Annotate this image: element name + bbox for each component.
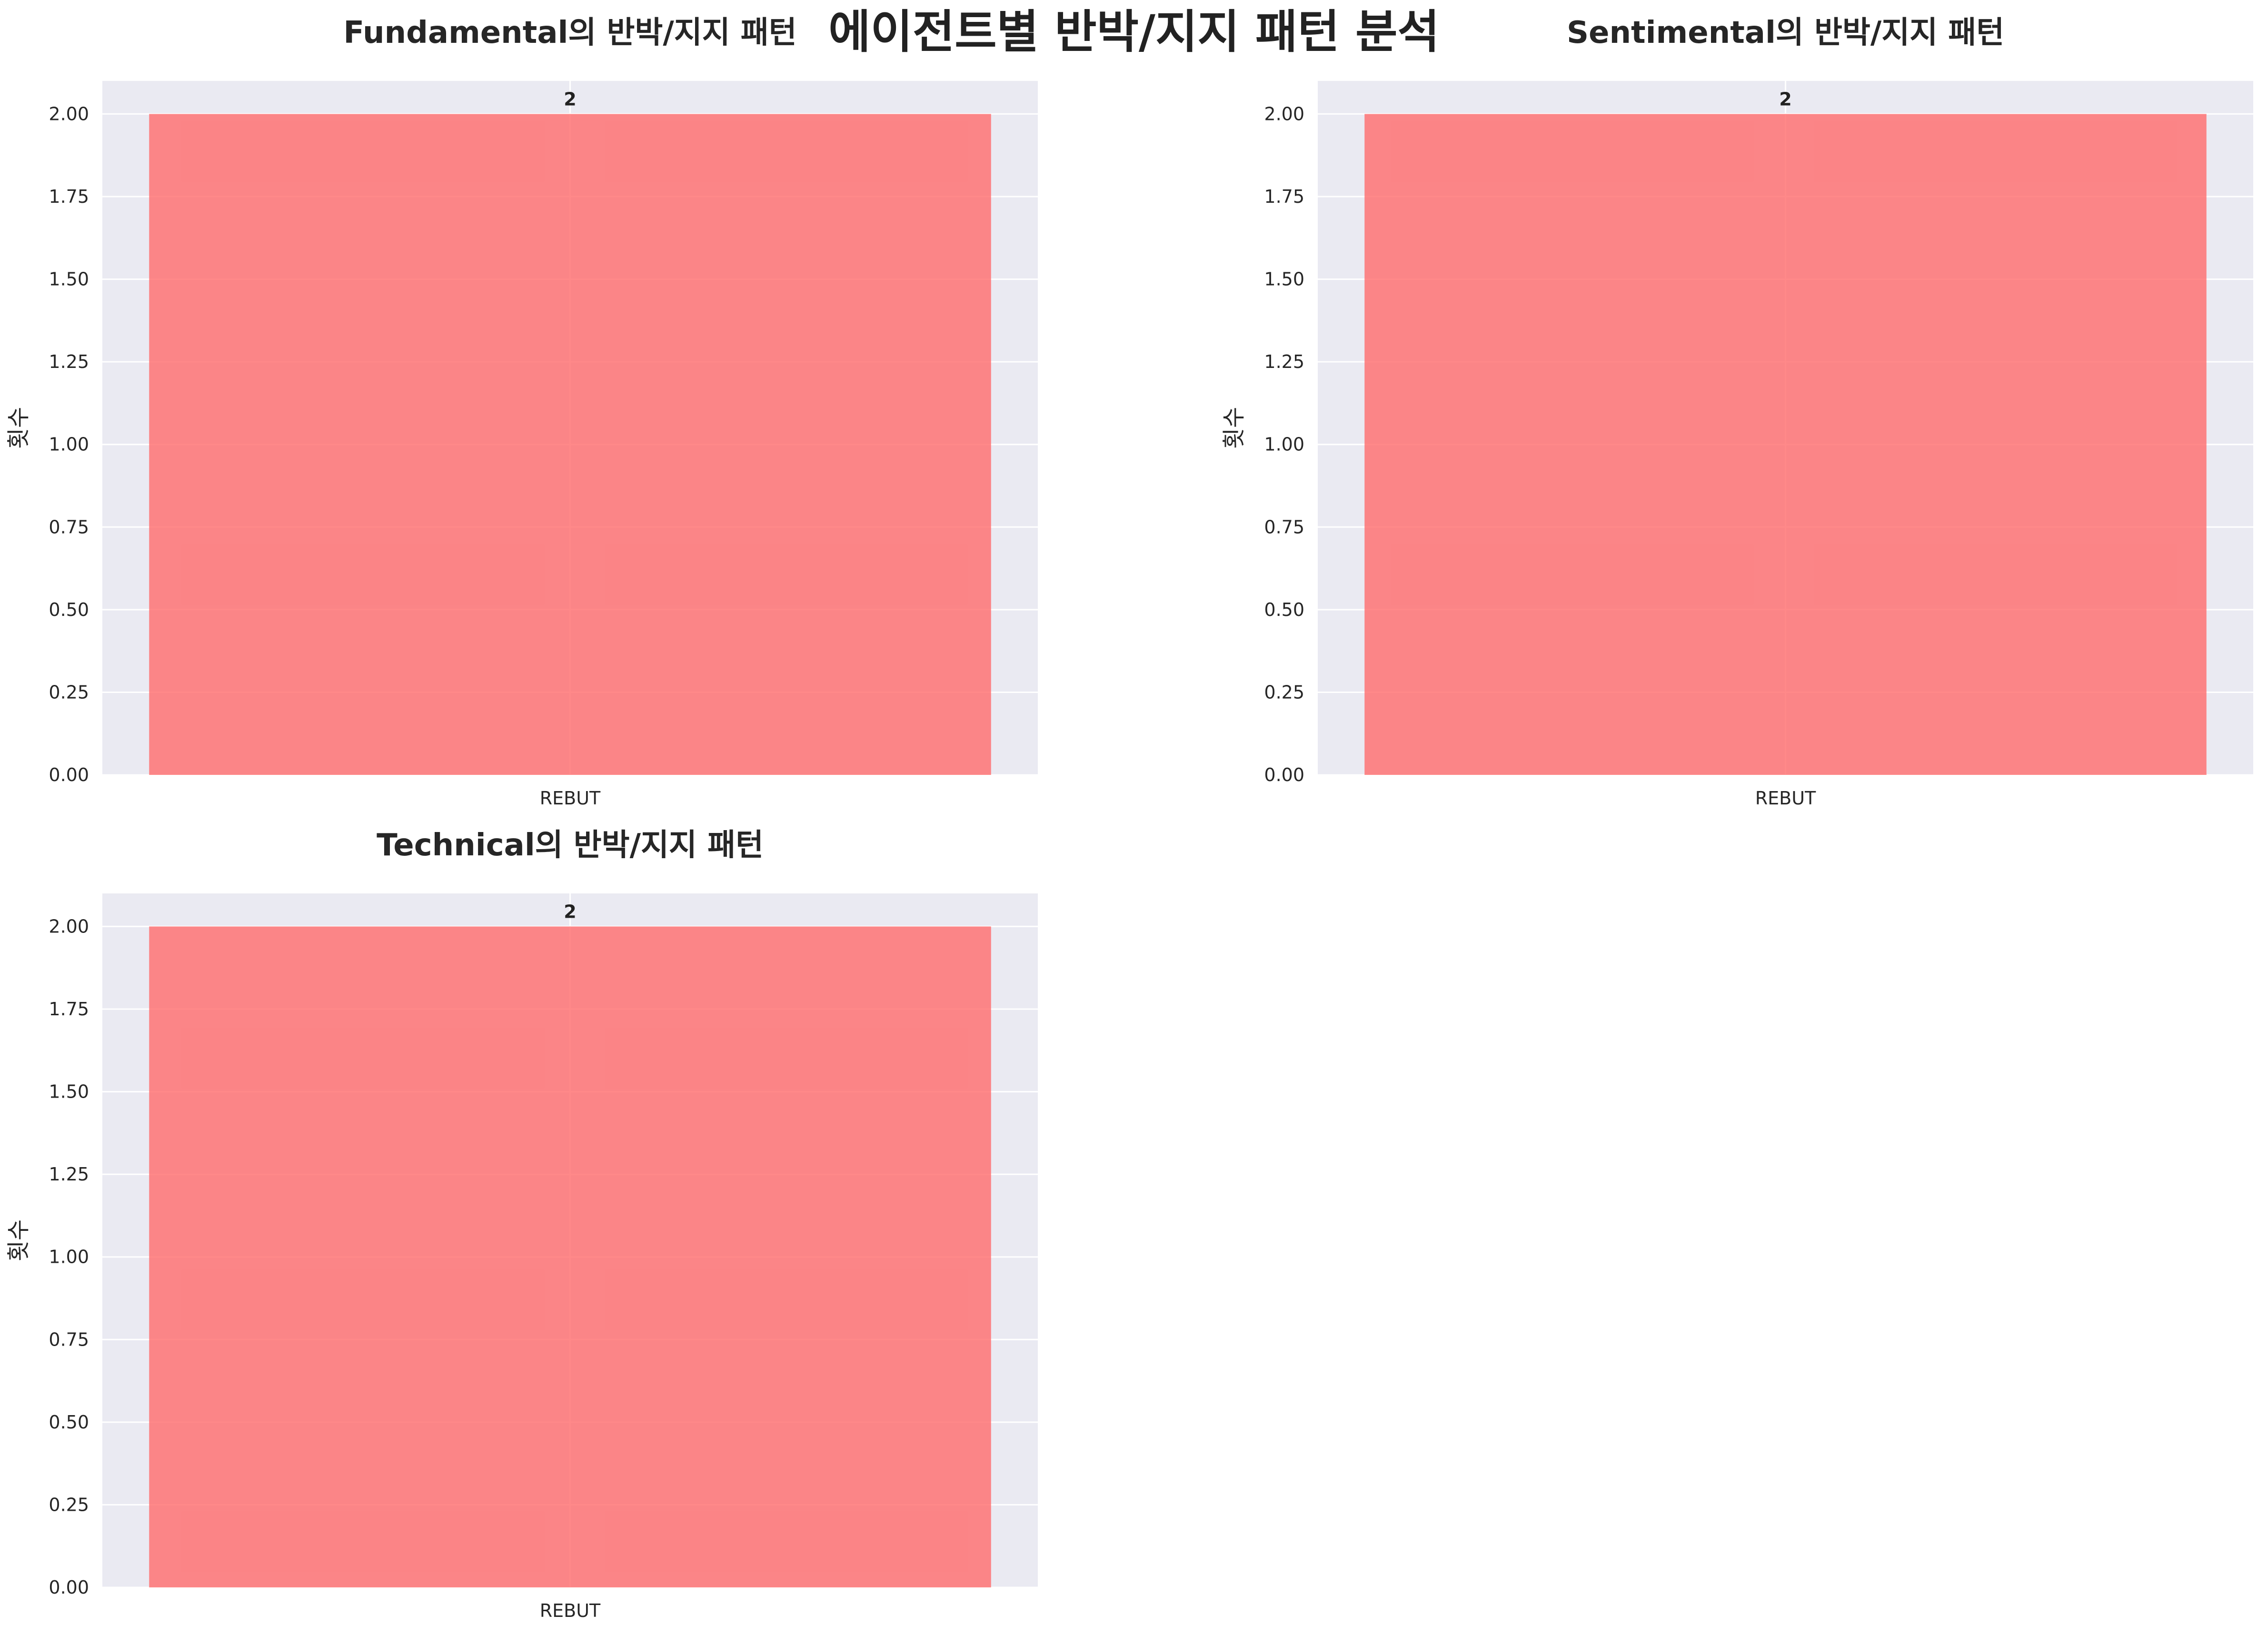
y-tick-label: 1.50 xyxy=(49,269,89,290)
y-tick-label: 0.50 xyxy=(1264,599,1304,620)
y-tick-label: 0.75 xyxy=(49,1329,89,1350)
subplot-title: Fundamental의 반박/지지 패턴 xyxy=(343,15,796,50)
y-tick-label: 2.00 xyxy=(49,916,89,937)
subplot-title: Sentimental의 반박/지지 패턴 xyxy=(1567,15,2004,50)
y-tick-label: 1.00 xyxy=(49,1247,89,1268)
y-tick-label: 0.00 xyxy=(49,764,89,785)
y-tick-label: 2.00 xyxy=(49,103,89,124)
x-tick-label: REBUT xyxy=(1755,788,1816,809)
subplot-1: 2 REBUT 0.00 0.25 0.50 0.75 1.00 1.25 1.50 1.75 2.… xyxy=(5,15,1038,809)
y-tick-label: 1.75 xyxy=(1264,186,1304,207)
y-tick-label: 1.00 xyxy=(49,434,89,455)
y-tick-label: 1.25 xyxy=(1264,351,1304,372)
subplot-title: Technical의 반박/지지 패턴 xyxy=(377,828,764,863)
y-tick-label: 0.25 xyxy=(49,1494,89,1515)
y-axis-label: 횟수 xyxy=(5,1219,32,1261)
y-tick-label: 0.75 xyxy=(1264,516,1304,537)
x-tick-label: REBUT xyxy=(540,1600,601,1621)
y-tick-label: 0.50 xyxy=(49,599,89,620)
bar-rebut xyxy=(149,926,991,1587)
bar-rebut xyxy=(1364,114,2207,775)
figure-title: 에이전트별 반박/지지 패턴 분석 xyxy=(828,5,1440,59)
bar-value-label: 2 xyxy=(564,89,576,109)
bar-rebut xyxy=(149,114,991,775)
bar-value-label: 2 xyxy=(564,901,576,922)
y-axis-label: 횟수 xyxy=(5,407,32,449)
y-tick-label: 0.00 xyxy=(1264,764,1304,785)
y-tick-label: 0.75 xyxy=(49,516,89,537)
y-tick-label: 1.75 xyxy=(49,186,89,207)
y-tick-label: 2.00 xyxy=(1264,103,1304,124)
y-tick-label: 1.50 xyxy=(49,1081,89,1102)
y-tick-label: 1.25 xyxy=(49,351,89,372)
y-tick-label: 1.00 xyxy=(1264,434,1304,455)
y-tick-label: 1.25 xyxy=(49,1164,89,1185)
y-tick-label: 0.00 xyxy=(49,1577,89,1598)
y-axis-label: 횟수 xyxy=(1221,407,1247,449)
x-tick-label: REBUT xyxy=(540,788,601,809)
subplot-2: 2 REBUT 0.00 0.25 0.50 0.75 1.00 1.25 1.50 1.75 2.… xyxy=(1221,15,2253,809)
y-tick-label: 0.25 xyxy=(1264,682,1304,703)
subplot-3: 2 REBUT 0.00 0.25 0.50 0.75 1.00 1.25 1.50 1.75 2.… xyxy=(5,828,1038,1621)
y-tick-label: 0.50 xyxy=(49,1412,89,1433)
y-tick-label: 1.50 xyxy=(1264,269,1304,290)
subplot-panels: 2 REBUT 0.00 0.25 0.50 0.75 1.00 1.25 1.50 1.75 2.… xyxy=(5,15,2253,1621)
y-tick-label: 0.25 xyxy=(49,682,89,703)
bar-value-label: 2 xyxy=(1779,89,1791,109)
y-tick-label: 1.75 xyxy=(49,999,89,1020)
